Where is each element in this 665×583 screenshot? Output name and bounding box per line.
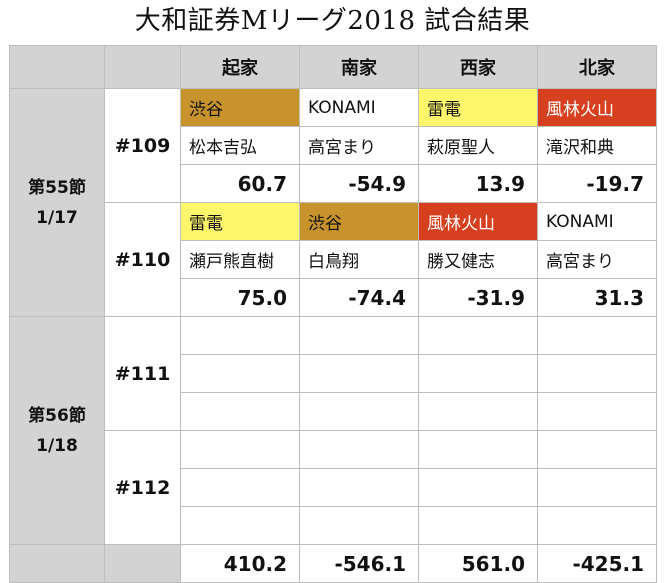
match-109-player-row: 松本吉弘 高宮まり 萩原聖人 滝沢和典 [10, 126, 657, 165]
score-cell: 75.0 [180, 278, 300, 317]
empty-cell [418, 506, 538, 545]
team-cell: KONAMI [299, 88, 419, 127]
totals-blank-1 [9, 544, 105, 583]
player-cell: 勝又健志 [418, 240, 538, 279]
header-seat-south: 南家 [299, 45, 419, 89]
empty-cell [180, 392, 300, 431]
total-cell: 410.2 [180, 544, 300, 583]
empty-cell [537, 506, 657, 545]
section-label: 第55節 [28, 177, 86, 198]
player-cell: 松本吉弘 [180, 126, 300, 165]
section-56-cell: 第56節 1/18 [9, 316, 105, 545]
match-112-row-1: #112 [10, 430, 657, 545]
header-row: 起家 南家 西家 北家 [9, 45, 657, 89]
section-55-cell: 第55節 1/17 [9, 88, 105, 317]
player-cell: 高宮まり [299, 126, 419, 165]
empty-cell [180, 468, 300, 507]
empty-cell [537, 468, 657, 507]
team-cell: 雷電 [180, 202, 300, 241]
empty-cell [299, 506, 419, 545]
player-cell: 萩原聖人 [418, 126, 538, 165]
player-cell: 白鳥翔 [299, 240, 419, 279]
score-cell: -74.4 [299, 278, 419, 317]
team-cell: 風林火山 [418, 202, 538, 241]
empty-cell [299, 468, 419, 507]
match-number: #110 [104, 202, 181, 317]
player-cell: 瀬戸熊直樹 [180, 240, 300, 279]
total-cell: -425.1 [537, 544, 657, 583]
match-110-score-row: 75.0 -74.4 -31.9 31.3 [10, 278, 657, 317]
totals-row: 410.2 -546.1 561.0 -425.1 [9, 544, 657, 583]
team-cell: KONAMI [537, 202, 657, 241]
empty-cell [418, 354, 538, 393]
empty-cell [180, 430, 300, 469]
match-109-team-row: 第55節 1/17 #109 渋谷 KONAMI 雷電 風林火山 [9, 88, 657, 317]
results-table: 起家 南家 西家 北家 第55節 1/17 #109 渋谷 KONAMI 雷電 … [9, 45, 657, 583]
total-cell: -546.1 [299, 544, 419, 583]
empty-cell [537, 354, 657, 393]
empty-cell [180, 316, 300, 355]
section-date: 1/18 [36, 435, 78, 456]
score-cell: 13.9 [418, 164, 538, 203]
team-cell: 風林火山 [537, 88, 657, 127]
empty-cell [299, 316, 419, 355]
player-cell: 滝沢和典 [537, 126, 657, 165]
header-blank-1 [9, 45, 105, 89]
header-seat-east: 起家 [180, 45, 300, 89]
empty-cell [299, 354, 419, 393]
player-cell: 高宮まり [537, 240, 657, 279]
total-cell: 561.0 [418, 544, 538, 583]
empty-cell [537, 316, 657, 355]
empty-cell [418, 468, 538, 507]
score-cell: -31.9 [418, 278, 538, 317]
empty-cell [537, 392, 657, 431]
score-cell: 31.3 [537, 278, 657, 317]
empty-cell [180, 354, 300, 393]
page-title: 大和証券Mリーグ2018 試合結果 [134, 6, 531, 36]
empty-cell [418, 430, 538, 469]
empty-cell [418, 316, 538, 355]
match-number: #111 [104, 316, 181, 431]
match-112-row-3 [10, 506, 657, 545]
match-number: #109 [104, 88, 181, 203]
empty-cell [418, 392, 538, 431]
empty-cell [299, 430, 419, 469]
section-date: 1/17 [36, 207, 78, 228]
team-cell: 雷電 [418, 88, 538, 127]
match-number: #112 [104, 430, 181, 545]
team-cell: 渋谷 [180, 88, 300, 127]
empty-cell [537, 430, 657, 469]
score-cell: -19.7 [537, 164, 657, 203]
header-seat-west: 西家 [418, 45, 538, 89]
match-110-team-row: #110 雷電 渋谷 風林火山 KONAMI [10, 202, 657, 317]
empty-cell [180, 506, 300, 545]
totals-blank-2 [104, 544, 181, 583]
empty-cell [299, 392, 419, 431]
score-cell: 60.7 [180, 164, 300, 203]
section-label: 第56節 [28, 405, 86, 426]
team-cell: 渋谷 [299, 202, 419, 241]
header-seat-north: 北家 [537, 45, 657, 89]
score-cell: -54.9 [299, 164, 419, 203]
match-111-row-2 [10, 354, 657, 393]
header-blank-2 [104, 45, 181, 89]
match-111-row-1: 第56節 1/18 #111 [9, 316, 657, 545]
